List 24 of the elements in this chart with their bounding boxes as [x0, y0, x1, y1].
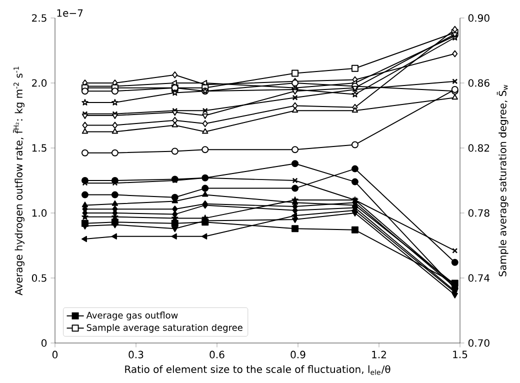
y-tick-label: 1.0	[32, 209, 47, 217]
y2-tick-label: 0.86	[468, 79, 490, 87]
y2-tick-label: 0.74	[468, 274, 490, 282]
y-tick-label: 2.0	[32, 79, 47, 87]
text: 1e−7	[57, 9, 83, 17]
y-tick-label: 0.5	[32, 274, 46, 282]
x-tick-label: 1.5	[453, 350, 468, 358]
legend-label: Average gas outflow	[86, 312, 178, 320]
y-axis-title: Average hydrogen outflow rate, f̄$^{H₂}$: kg m$^{-2}$ s$^{-1}$	[13, 66, 24, 296]
y2-tick-label: 0.70	[468, 339, 490, 347]
x-tick-label: 0.3	[128, 350, 144, 358]
y2-tick-label: 0.82	[468, 144, 490, 152]
legend-label: Sample average saturation degree	[86, 324, 242, 333]
x-axis-title: Ratio of element size to the scale of fluctuation, l$_{ele}$/θ	[125, 365, 390, 375]
y2-tick-label: 0.90	[468, 14, 490, 22]
x-tick-label: 0.9	[290, 350, 306, 358]
x-tick-label: 1.2	[372, 350, 386, 358]
y-tick-label: 0	[42, 339, 47, 347]
y-tick-label: 1.5	[32, 144, 46, 152]
x-tick-label: 0.6	[210, 350, 224, 358]
x-tick-label: 0	[52, 350, 58, 358]
y2-tick-label: 0.78	[468, 209, 490, 217]
y-tick-label: 2.5	[32, 14, 46, 22]
y2-axis-title: Sample average saturation degree, S̄$_{w}$	[496, 84, 508, 276]
